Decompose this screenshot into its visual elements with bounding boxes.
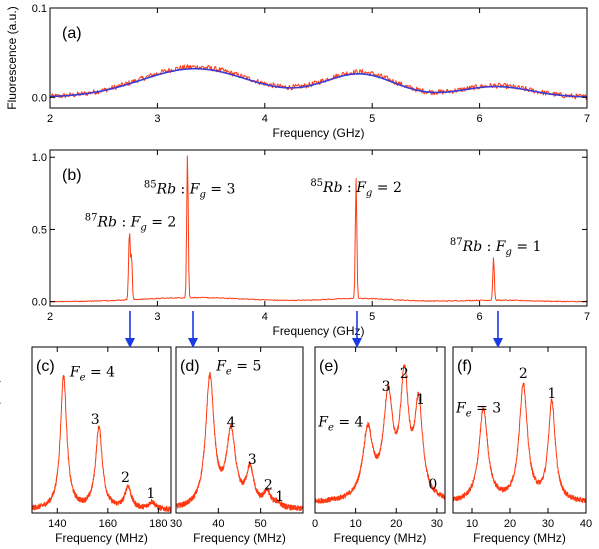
x-tick-label-b-1: 3: [154, 311, 160, 323]
x-tick-label-b-4: 6: [477, 311, 483, 323]
x-tick-label-d-2: 50: [255, 518, 267, 530]
y-axis-title-c: Fluorescence (a.u.): [0, 378, 1, 481]
connector-arrowhead-0: [125, 338, 135, 348]
annotation-c-1: 3: [91, 412, 100, 428]
connector-arrowhead-3: [493, 338, 503, 348]
y-tick-label-b-1: 0.5: [32, 224, 47, 236]
series-e-0: [314, 364, 446, 504]
axes-frame-f: [452, 346, 587, 514]
annotation-f-0: Fe = 3: [455, 400, 501, 419]
panel-f: 10 20 30 40 Frequency (MHz) (f) Fe = 3 2 1: [452, 346, 592, 545]
annotation-b-0: 87Rb : Fg = 2: [85, 213, 177, 234]
x-tick-label-d-0: 30: [170, 518, 182, 530]
panel-label-b: (b): [62, 167, 82, 184]
annotation-e-4: 0: [428, 477, 437, 493]
x-axis-title-f: Frequency (MHz): [473, 531, 566, 545]
x-tick-label-b-2: 4: [262, 311, 268, 323]
y-tick-label-b-0: 0.0: [32, 297, 47, 309]
x-tick-label-b-3: 5: [369, 311, 375, 323]
annotation-d-2: 3: [248, 452, 257, 468]
annotation-d-1: 4: [227, 415, 236, 431]
annotation-f-2: 1: [547, 386, 556, 402]
panel-label-d: (d): [180, 358, 200, 375]
panel-label-c: (c): [36, 358, 55, 375]
panel-label-f: (f): [457, 358, 472, 375]
connector-arrowhead-1: [188, 338, 198, 348]
axes-frame-b: [49, 149, 588, 307]
annotation-c-0: Fe = 4: [69, 365, 115, 384]
x-tick-label-c-1: 160: [99, 518, 117, 530]
series-b-0: [49, 155, 588, 303]
series-a-1: [49, 67, 588, 98]
x-axis-title-b: Frequency (GHz): [272, 324, 364, 338]
x-tick-label-a-3: 5: [369, 113, 375, 125]
series-a-0: [49, 64, 588, 101]
y-tick-label-a-0: 0.0: [32, 92, 47, 104]
panel-label-a: (a): [62, 25, 82, 42]
axes-frame-a: [49, 7, 588, 109]
x-axis-title-c: Frequency (MHz): [55, 531, 148, 545]
annotation-b-3: 87Rb : Fg = 1: [450, 237, 542, 258]
x-tick-label-f-0: 10: [466, 518, 478, 530]
annotation-e-1: 3: [382, 379, 391, 395]
x-axis-title-e: Frequency (MHz): [334, 531, 427, 545]
x-tick-label-b-0: 2: [47, 311, 53, 323]
x-tick-label-a-5: 7: [584, 113, 590, 125]
x-tick-label-a-4: 6: [477, 113, 483, 125]
series-d-0: [175, 371, 304, 512]
annotation-d-0: Fe = 5: [215, 359, 261, 378]
x-tick-label-f-1: 20: [504, 518, 516, 530]
x-axis-title-d: Frequency (MHz): [193, 531, 286, 545]
x-axis-title-a: Frequency (GHz): [272, 126, 364, 140]
x-tick-label-e-1: 10: [350, 518, 362, 530]
panel-b: 2 3 4 5 6 7 0.0 0.5 1.0 Frequency (GHz) (b) 87Rb : …: [32, 149, 590, 338]
x-tick-label-b-5: 7: [584, 311, 590, 323]
annotation-b-2: 85Rb : Fg = 2: [310, 178, 402, 199]
annotation-d-4: 1: [275, 489, 284, 505]
x-tick-label-e-2: 20: [390, 518, 402, 530]
x-tick-label-a-1: 3: [154, 113, 160, 125]
series-c-0: [31, 375, 172, 513]
x-tick-label-c-2: 180: [149, 518, 167, 530]
x-tick-label-e-3: 30: [431, 518, 443, 530]
x-tick-label-f-3: 40: [580, 518, 592, 530]
annotation-c-3: 1: [146, 486, 155, 502]
annotation-e-3: 1: [416, 392, 425, 408]
series-f-0: [452, 382, 587, 504]
panel-a: 2 3 4 5 6 7 0.0 0.1 Frequency (GHz) Fluorescence …: [5, 3, 590, 140]
axes-frame-c: [31, 346, 172, 514]
x-tick-label-f-2: 30: [542, 518, 554, 530]
annotation-d-3: 2: [264, 477, 273, 493]
annotation-e-0: Fe = 4: [317, 414, 363, 433]
annotation-f-1: 2: [519, 366, 528, 382]
y-tick-label-a-1: 0.1: [32, 3, 47, 15]
y-tick-label-b-2: 1.0: [32, 152, 47, 164]
annotation-b-1: 85Rb : Fg = 3: [144, 179, 236, 200]
x-tick-label-a-0: 2: [47, 113, 53, 125]
x-tick-label-a-2: 4: [262, 113, 268, 125]
x-tick-label-c-0: 140: [48, 518, 66, 530]
panel-label-e: (e): [319, 358, 339, 375]
axes-frame-d: [175, 346, 304, 514]
x-tick-label-d-1: 40: [212, 518, 224, 530]
x-tick-label-e-0: 0: [312, 518, 318, 530]
axes-frame-e: [314, 346, 446, 514]
y-axis-title-a: Fluorescence (a.u.): [5, 6, 19, 109]
connector-arrowhead-2: [352, 338, 362, 348]
annotation-e-2: 2: [400, 366, 409, 382]
annotation-c-2: 2: [121, 470, 130, 486]
